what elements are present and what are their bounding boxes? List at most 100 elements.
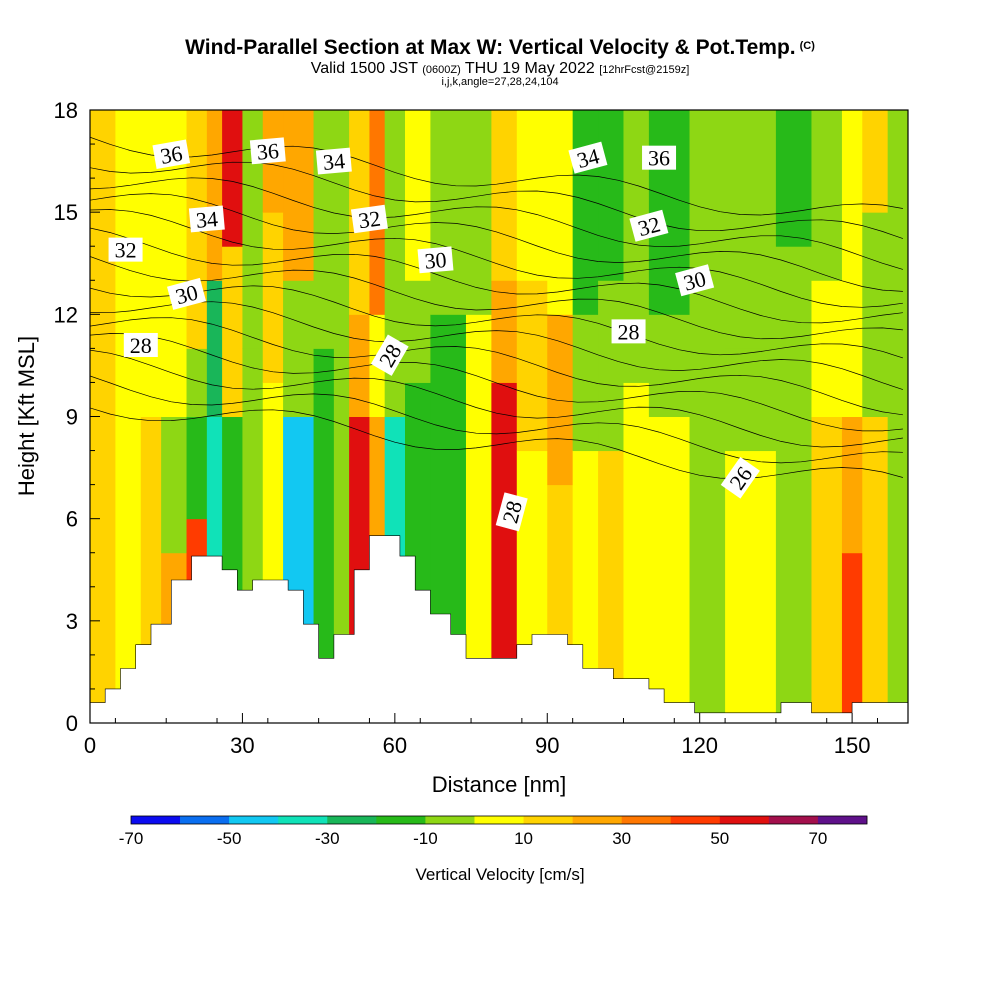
velocity-cell: [384, 110, 406, 315]
velocity-cell: [465, 110, 492, 315]
velocity-cell: [262, 212, 284, 383]
isentrope-label-bg: [720, 456, 760, 499]
colorbar-swatch: [719, 816, 770, 824]
y-tick-label: 3: [66, 609, 78, 634]
colorbar-tick-label: -30: [315, 829, 340, 848]
colorbar-tick-label: -10: [413, 829, 438, 848]
velocity-cell: [725, 450, 777, 723]
velocity-cell: [598, 110, 624, 281]
colorbar-swatch: [376, 816, 426, 824]
isentrope-label-text: 30: [423, 247, 447, 274]
isentrope-label: 32: [108, 237, 143, 263]
y-tick-label: 18: [54, 98, 78, 123]
chart-subtitle: Valid 1500 JST (0600Z) THU 19 May 2022 […: [0, 60, 1000, 78]
isentrope-line: [90, 256, 903, 340]
velocity-cell: [862, 110, 889, 213]
velocity-cell: [598, 280, 624, 452]
colorbar-swatch: [229, 816, 279, 824]
copyright-mark: (C): [799, 40, 815, 52]
velocity-cell: [516, 110, 548, 281]
x-tick-label: 60: [383, 733, 407, 758]
colorbar-swatch: [817, 816, 868, 824]
colorbar-swatch: [768, 816, 819, 824]
y-tick-label: 9: [66, 405, 78, 430]
y-tick-label: 0: [66, 711, 78, 736]
x-tick-label: 120: [681, 733, 718, 758]
isentrope-label: 32: [629, 209, 669, 242]
isentrope-line: [90, 407, 903, 479]
velocity-cell: [242, 110, 264, 349]
velocity-cell: [516, 280, 548, 452]
colorbar-swatch: [327, 816, 377, 824]
velocity-cell: [465, 314, 492, 723]
isentrope-label-text: 36: [158, 141, 184, 169]
isentrope-label-text: 34: [322, 148, 346, 175]
subtitle-forecast: [12hrFcst@2159z]: [599, 64, 690, 76]
isentrope-label-bg: [568, 141, 608, 174]
isentrope-label: 28: [611, 319, 646, 344]
isentrope-label-bg: [611, 319, 646, 344]
velocity-cell: [811, 416, 843, 723]
colorbar-swatch: [474, 816, 524, 824]
velocity-cell: [547, 110, 574, 315]
isentrope-label: 30: [417, 246, 454, 274]
y-tick-label: 12: [54, 302, 78, 327]
isentrope-line: [90, 227, 903, 324]
isentrope-line: [90, 136, 903, 216]
isentrope-label: 32: [350, 204, 388, 233]
subtitle-utc: (0600Z): [422, 64, 461, 76]
velocity-cell: [775, 246, 812, 417]
x-tick-label: 150: [834, 733, 871, 758]
velocity-cell: [430, 110, 467, 315]
isentrope-label-bg: [370, 334, 409, 376]
velocity-cell: [206, 280, 223, 417]
velocity-cell: [572, 110, 599, 315]
velocity-cell: [623, 382, 650, 723]
velocity-cell: [206, 110, 223, 281]
velocity-cell: [775, 110, 812, 247]
colorbar-swatch: [180, 816, 230, 824]
isentrope-line: [90, 161, 904, 239]
isentrope-label: 30: [167, 277, 207, 310]
velocity-cell: [841, 110, 863, 417]
y-tick-label: 15: [54, 200, 78, 225]
isentrope-label-bg: [152, 139, 191, 170]
isentrope-label: 30: [675, 264, 715, 297]
isentrope-label: 28: [123, 332, 158, 358]
x-tick-label: 30: [230, 733, 254, 758]
isentrope-label-bg: [188, 205, 225, 233]
colorbar-swatch: [278, 816, 328, 824]
colorbar-tick-label: 30: [612, 829, 631, 848]
isentrope-label: 34: [568, 141, 608, 174]
colorbar-tick-label: 70: [808, 829, 827, 848]
velocity-cell: [689, 450, 726, 723]
isentrope-label: 28: [495, 492, 528, 532]
isentrope-label: 34: [188, 205, 225, 233]
isentrope-label-text: 28: [618, 319, 640, 344]
velocity-cell: [115, 110, 142, 723]
colorbar-swatch: [425, 816, 475, 824]
colorbar-swatch: [621, 816, 672, 824]
isentrope-label: 36: [152, 139, 191, 170]
velocity-cell: [862, 416, 889, 723]
isentrope-lines: [90, 136, 904, 479]
velocity-cell: [775, 416, 812, 723]
isentrope-label-bg: [249, 137, 286, 165]
x-tick-label: 0: [84, 733, 96, 758]
isentrope-label: 34: [315, 147, 352, 175]
isentrope-label-bg: [675, 264, 715, 297]
isentrope-line: [90, 301, 904, 390]
x-axis-label: Distance [nm]: [432, 772, 567, 797]
velocity-cell: [811, 280, 843, 417]
velocity-cell: [648, 314, 691, 417]
velocity-cell: [887, 416, 908, 723]
isentrope-line: [90, 317, 903, 416]
isentrope-label-text: 36: [256, 138, 280, 165]
velocity-cell: [491, 110, 518, 281]
velocity-cell: [405, 280, 431, 383]
isentrope-line: [90, 177, 904, 270]
isentrope-line: [90, 193, 903, 292]
isentrope-label-text: 34: [195, 206, 219, 233]
y-axis-label: Height [Kft MSL]: [14, 336, 39, 496]
